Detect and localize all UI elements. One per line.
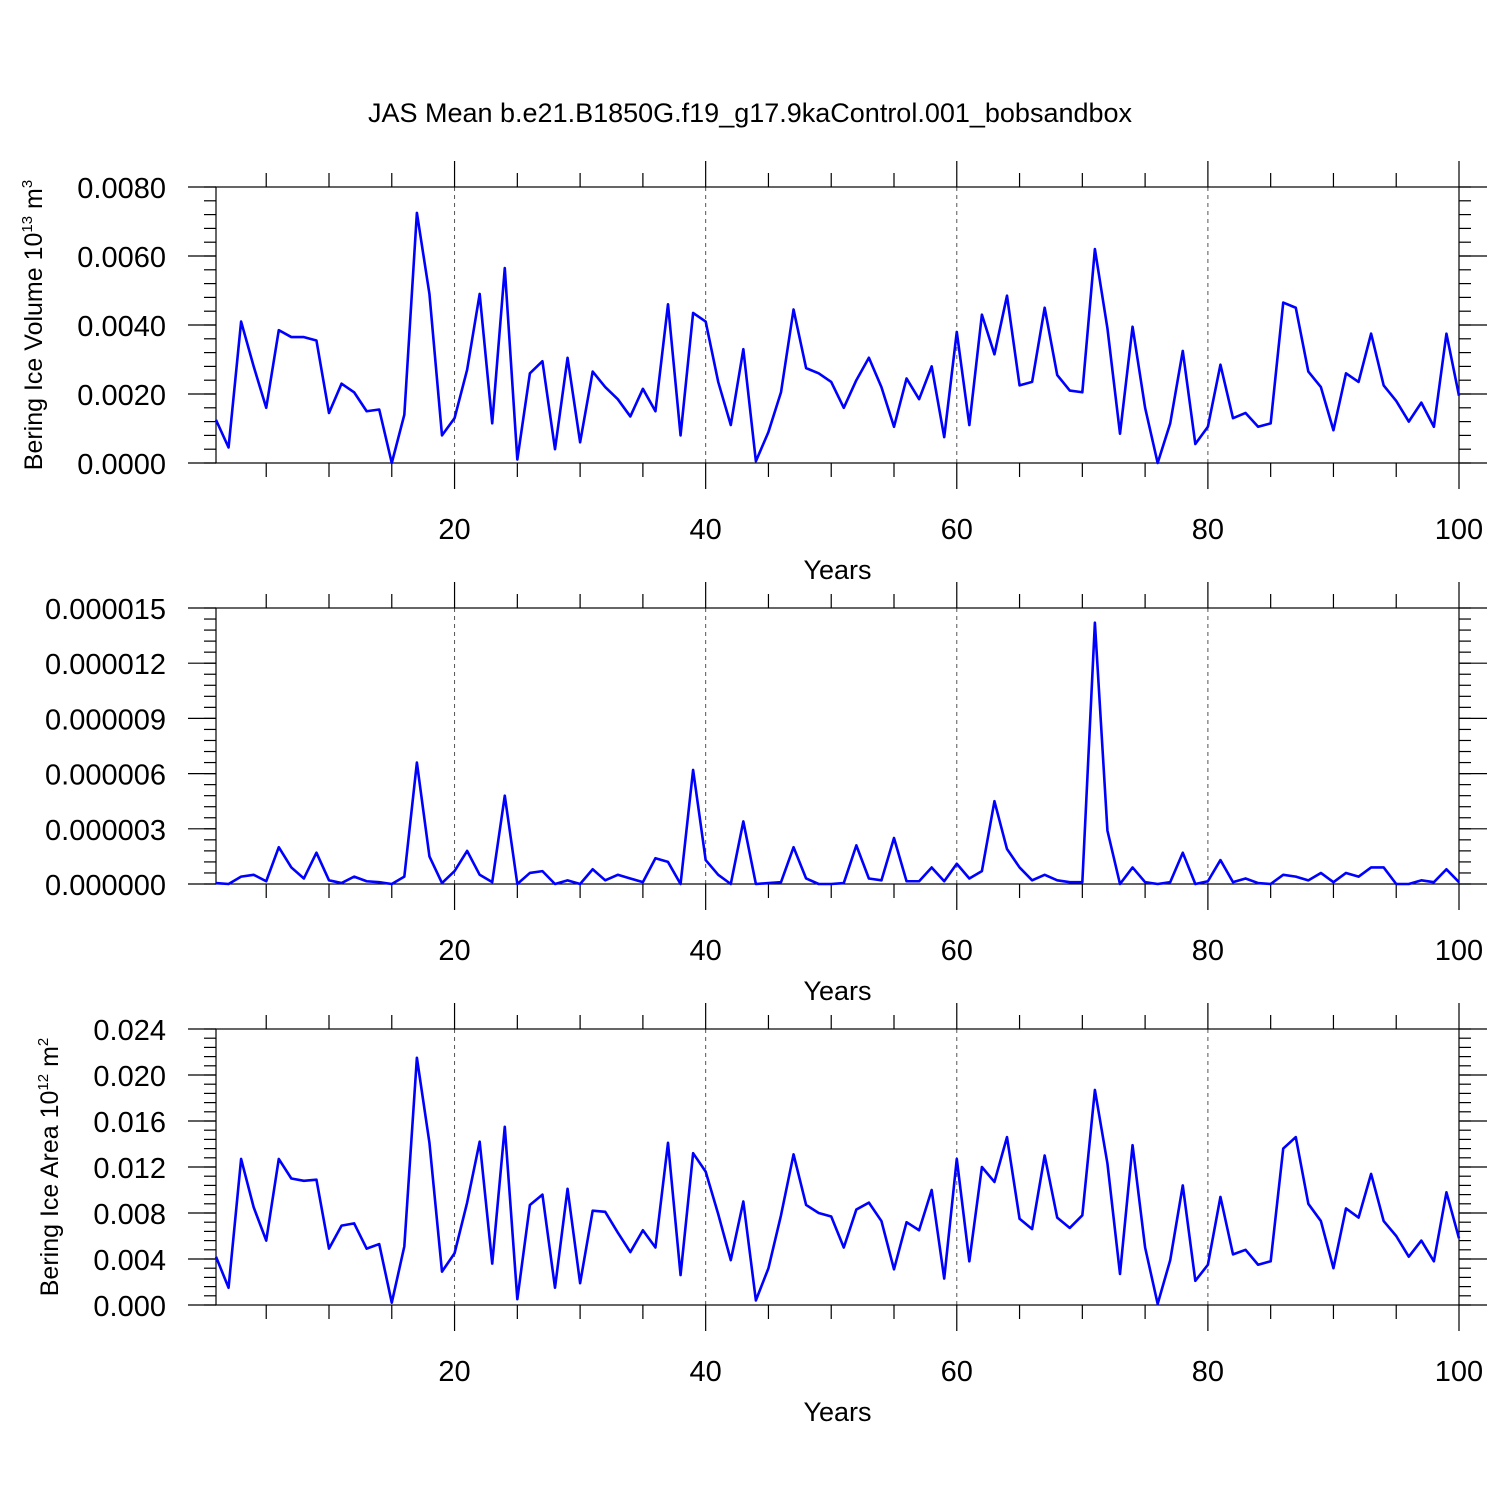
series-line xyxy=(214,211,1461,465)
figure-title: JAS Mean b.e21.B1850G.f19_g17.9kaControl… xyxy=(368,98,1133,128)
x-tick-label: 20 xyxy=(438,514,470,546)
y-tick-label: 0.0020 xyxy=(77,380,166,412)
y-tick-label: 0.020 xyxy=(93,1061,166,1093)
x-tick-label: 20 xyxy=(438,1356,470,1388)
x-tick-label: 80 xyxy=(1192,935,1224,967)
x-axis-label: Years xyxy=(803,555,871,585)
panel-2: 20 40 60 80 100 Years 0.000000 0.000003 0.000006… xyxy=(45,582,1487,1006)
x-tick-label: 60 xyxy=(941,1356,973,1388)
x-tick-label: 40 xyxy=(690,935,722,967)
x-axis-label: Years xyxy=(803,1397,871,1427)
y-axis-label: Bering Ice Area 1012 m2 xyxy=(35,1038,64,1297)
x-tick-label: 40 xyxy=(690,1356,722,1388)
x-tick-label: 40 xyxy=(690,514,722,546)
x-tick-label: 60 xyxy=(941,514,973,546)
y-tick-label: 0.0060 xyxy=(77,242,166,274)
y-tick-label: 0.000 xyxy=(93,1291,166,1323)
series-line xyxy=(214,1056,1461,1306)
x-tick-label: 80 xyxy=(1192,1356,1224,1388)
x-tick-label: 100 xyxy=(1435,935,1483,967)
y-tick-label: 0.000003 xyxy=(45,815,166,847)
y-tick-label: 0.000006 xyxy=(45,760,166,792)
x-tick-label: 60 xyxy=(941,935,973,967)
y-tick-label: 0.016 xyxy=(93,1107,166,1139)
series-line xyxy=(215,621,1460,886)
y-tick-label: 0.004 xyxy=(93,1245,166,1277)
y-tick-label: 0.0040 xyxy=(77,311,166,343)
y-tick-label: 0.0080 xyxy=(77,173,166,205)
x-tick-label: 100 xyxy=(1435,1356,1483,1388)
y-tick-label: 0.008 xyxy=(93,1199,166,1231)
y-tick-label: 0.000000 xyxy=(45,870,166,902)
plot-frame xyxy=(215,607,1460,885)
y-tick-label: 0.024 xyxy=(93,1015,166,1047)
panel-3: 20 40 60 80 100 Years 0.000 0.004 0.008 0.012 0.01… xyxy=(35,1003,1487,1427)
x-tick-label: 80 xyxy=(1192,514,1224,546)
y-tick-label: 0.000015 xyxy=(45,594,166,626)
y-axis-label: Bering Ice Volume 1013 m3 xyxy=(19,180,48,470)
y-tick-label: 0.012 xyxy=(93,1153,166,1185)
panel-1: 20 40 60 80 100 Years 0.0000 0.0020 0.0040 0.0060… xyxy=(19,161,1487,585)
x-tick-label: 100 xyxy=(1435,514,1483,546)
y-tick-label: 0.000012 xyxy=(45,649,166,681)
x-axis-label: Years xyxy=(803,976,871,1006)
x-tick-label: 20 xyxy=(438,935,470,967)
y-tick-label: 0.000009 xyxy=(45,704,166,736)
plot-frame xyxy=(215,1028,1460,1306)
y-tick-label: 0.0000 xyxy=(77,449,166,481)
